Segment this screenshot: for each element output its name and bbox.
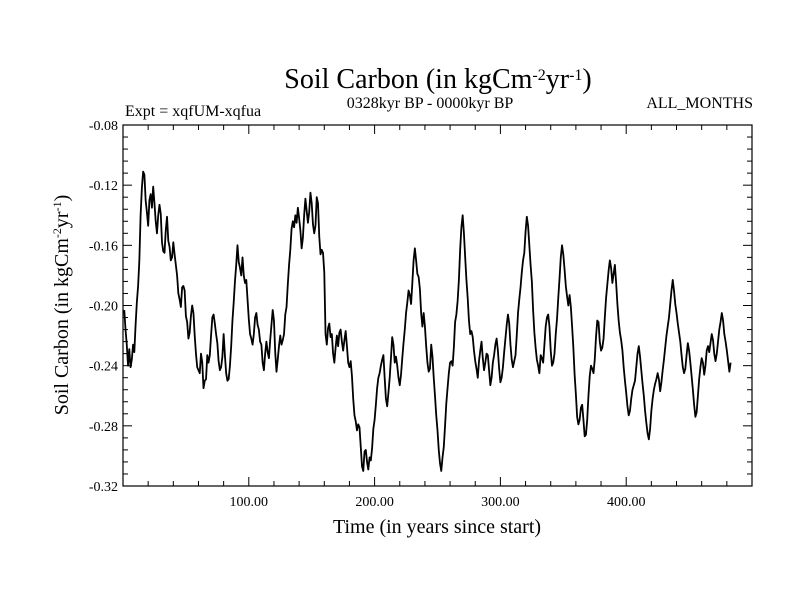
y-tick-label: -0.16 bbox=[89, 239, 118, 254]
x-tick-label: 100.00 bbox=[230, 495, 269, 510]
y-tick-label: -0.08 bbox=[89, 119, 118, 134]
x-tick-label: 200.00 bbox=[355, 495, 394, 510]
x-tick-label: 300.00 bbox=[481, 495, 520, 510]
subtitle-months: ALL_MONTHS bbox=[646, 95, 753, 112]
chart-title: Soil Carbon (in kgCm-2yr-1) bbox=[284, 64, 591, 95]
y-tick-label: -0.12 bbox=[89, 179, 118, 194]
subtitle-period: 0328kyr BP - 0000kyr BP bbox=[347, 95, 514, 112]
y-axis-label: Soil Carbon (in kgCm-2yr-1) bbox=[50, 195, 73, 416]
subtitle-experiment: Expt = xqfUM-xqfua bbox=[125, 103, 261, 120]
x-tick-label: 400.00 bbox=[607, 495, 646, 510]
data-series-line bbox=[123, 170, 732, 472]
x-axis-label: Time (in years since start) bbox=[333, 516, 541, 538]
y-tick-label: -0.28 bbox=[89, 420, 118, 435]
axes: 100.00 200.00 300.00 400.00 -0.08 -0.12 -0.16 -… bbox=[89, 119, 752, 510]
y-tick-label: -0.20 bbox=[89, 300, 118, 315]
y-tick-label: -0.24 bbox=[89, 360, 118, 375]
y-tick-label: -0.32 bbox=[89, 480, 118, 495]
